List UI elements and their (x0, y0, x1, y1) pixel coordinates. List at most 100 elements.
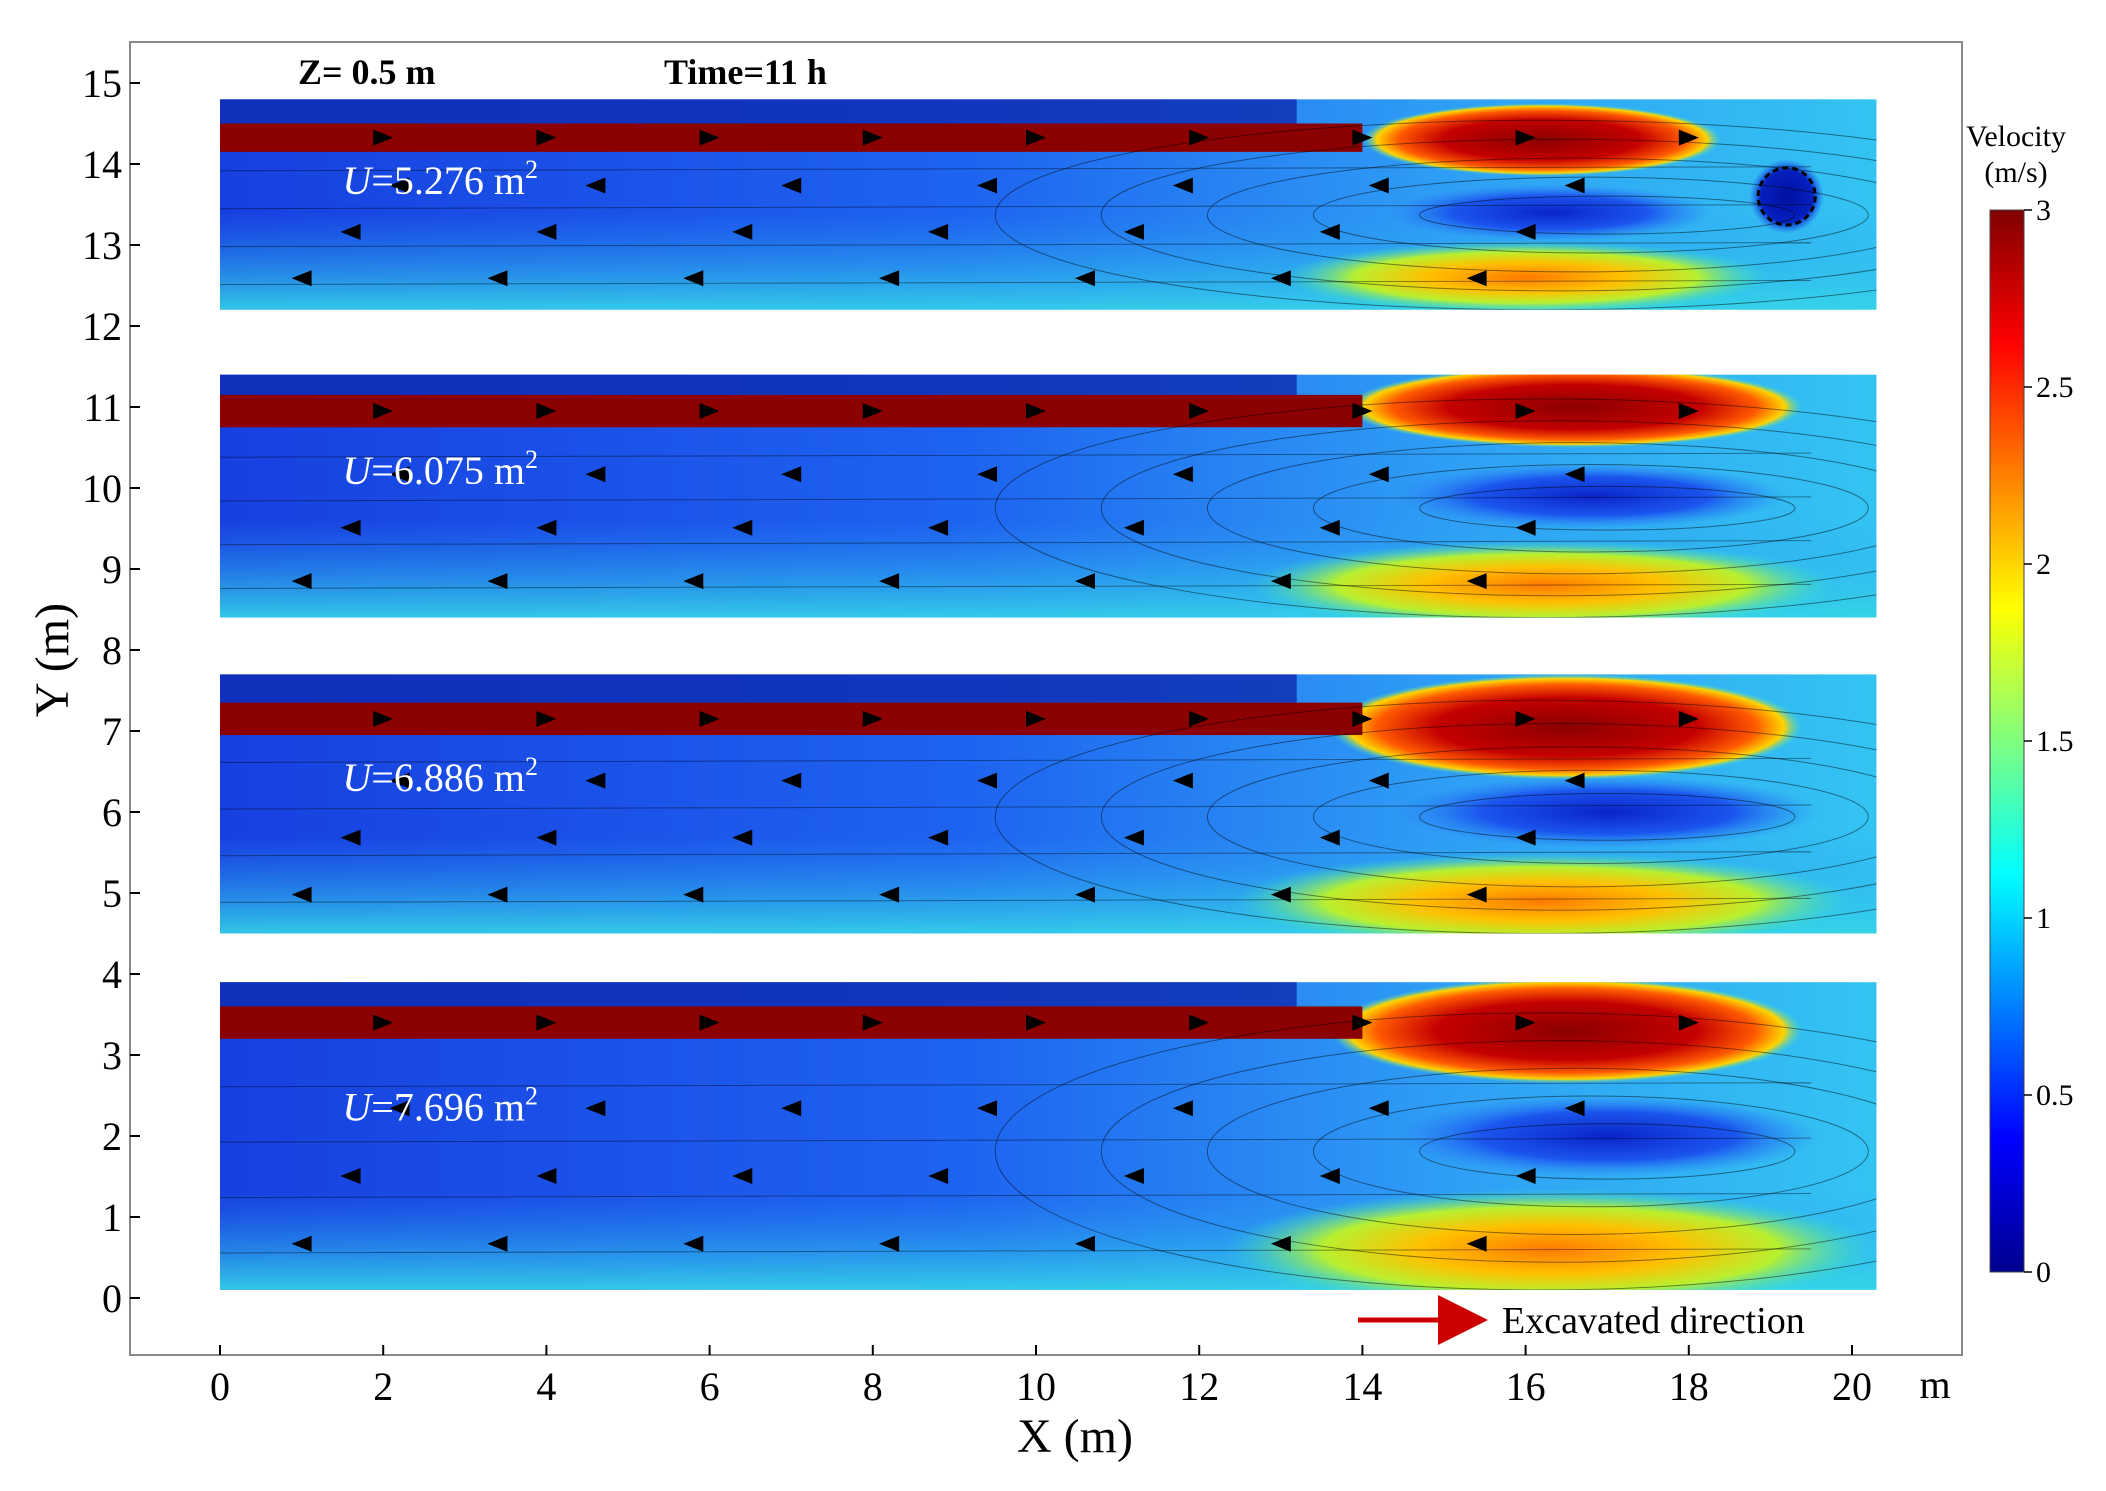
x-tick-label: 16 (1506, 1364, 1546, 1409)
plot-area-frame (129, 41, 1963, 1356)
y-tick-label: 11 (83, 385, 122, 430)
panel-label-value: =7.696 m (371, 1085, 525, 1130)
panel-label: U=6.886 m2 (342, 752, 538, 800)
panel-2: U=6.075 m2 (220, 374, 1877, 618)
x-tick-label: 8 (863, 1364, 883, 1409)
y-tick-label: 15 (82, 61, 122, 106)
panel-label-var: U (342, 158, 374, 203)
panel-low-velocity-zone (1395, 463, 1787, 529)
panel-label-exp: 2 (525, 445, 538, 474)
panel-top-strip (220, 674, 1297, 703)
y-tick-label: 10 (82, 466, 122, 511)
panel-label: U=6.075 m2 (342, 445, 538, 493)
colorbar-ticks: 0 0.5 1 1.5 2 2.5 3 (2024, 194, 2074, 1289)
panel-label-exp: 2 (525, 155, 538, 184)
colorbar-tick-label: 3 (2036, 194, 2051, 227)
panel-jet (220, 123, 1363, 152)
panel-jet (220, 1006, 1363, 1039)
x-tick-label: 18 (1669, 1364, 1709, 1409)
colorbar-tick-label: 2 (2036, 548, 2051, 581)
panel-high-velocity-zone (1329, 674, 1804, 780)
x-tick-label: 4 (536, 1364, 556, 1409)
colorbar-gradient (1989, 209, 2025, 1273)
panel-warm-zone (1223, 1188, 1877, 1290)
panel-4: U=7.696 m2 (220, 982, 1877, 1290)
panel-high-velocity-zone (1362, 103, 1722, 177)
y-axis-title: Y (m) (26, 603, 79, 717)
panel-low-velocity-zone (1395, 775, 1820, 849)
panel-top-strip (220, 374, 1297, 395)
x-axis-title: X (m) (1017, 1410, 1133, 1463)
y-tick-label: 1 (102, 1195, 122, 1240)
colorbar-title-line1: Velocity (1966, 120, 2066, 153)
panel-label-value: =6.075 m (371, 448, 525, 493)
panel-warm-zone (1248, 540, 1836, 618)
colorbar-tick-label: 1 (2036, 902, 2051, 935)
y-tick-label: 0 (102, 1276, 122, 1321)
x-tick-label: 14 (1342, 1364, 1382, 1409)
y-tick-label: 2 (102, 1114, 122, 1159)
panel-low-velocity-zone (1386, 184, 1714, 241)
colorbar-title-line2: (m/s) (1984, 156, 2047, 189)
panel-top-strip (220, 99, 1297, 124)
x-tick-label: 0 (210, 1364, 230, 1409)
panel-top-strip (220, 982, 1297, 1007)
depth-label: Z= 0.5 m (298, 52, 436, 92)
panel-eddy-ring (1756, 166, 1817, 227)
panel-jet (220, 702, 1363, 736)
y-tick-label: 12 (82, 304, 122, 349)
panel-warm-zone (1280, 240, 1771, 310)
panels-layer: U=5.276 m2U=6.075 m2U=6.886 m2U=7.696 m2 (220, 99, 1877, 1290)
panel-3: U=6.886 m2 (220, 674, 1877, 934)
y-tick-label: 13 (82, 223, 122, 268)
y-tick-label: 6 (102, 790, 122, 835)
panel-label-exp: 2 (525, 752, 538, 781)
panel-label: U=7.696 m2 (342, 1082, 538, 1130)
panel-label-value: =6.886 m (371, 755, 525, 800)
panel-warm-zone (1231, 852, 1852, 934)
panel-1: U=5.276 m2 (220, 99, 1877, 310)
y-tick-label: 3 (102, 1033, 122, 1078)
panel-label-var: U (342, 448, 374, 493)
x-tick-label: 10 (1016, 1364, 1056, 1409)
excavated-direction-annotation: Excavated direction (1358, 1295, 1805, 1345)
panel-eddy (1749, 159, 1824, 234)
panel-flow-arrows (291, 403, 1699, 590)
x-tick-label: 12 (1179, 1364, 1219, 1409)
panel-jet (220, 394, 1363, 428)
colorbar-tick-label: 0.5 (2036, 1079, 2074, 1112)
y-tick-label: 9 (102, 547, 122, 592)
x-tick-label: 6 (700, 1364, 720, 1409)
x-tick-label: 2 (373, 1364, 393, 1409)
x-tick-label: 20 (1832, 1364, 1872, 1409)
panel-streamlines (220, 398, 1877, 618)
y-tick-label: 14 (82, 142, 122, 187)
y-tick-label: 7 (102, 709, 122, 754)
panel-label-value: =5.276 m (371, 158, 525, 203)
y-tick-label: 8 (102, 628, 122, 673)
panel-high-velocity-zone (1329, 982, 1803, 1084)
panel-streamlines (220, 119, 1877, 310)
panel-flow-arrows (291, 1014, 1699, 1252)
panel-high-velocity-zone (1346, 374, 1803, 448)
panel-streamlines (220, 699, 1877, 934)
colorbar-tick-label: 2.5 (2036, 371, 2074, 404)
panel-label-var: U (342, 1085, 374, 1130)
x-axis: 0 2 4 6 8 10 12 14 16 18 20 (210, 1345, 1872, 1409)
panel-label-exp: 2 (525, 1082, 538, 1111)
x-axis-unit: m (1919, 1362, 1950, 1407)
y-tick-label: 4 (102, 952, 122, 997)
time-label: Time=11 h (664, 52, 827, 92)
panel-streamlines (220, 1012, 1877, 1290)
panel-flow-arrows (291, 129, 1699, 287)
panel-flow-arrows (291, 710, 1699, 903)
panel-label: U=5.276 m2 (342, 155, 538, 203)
excavated-direction-label: Excavated direction (1502, 1300, 1805, 1342)
panel-label-var: U (342, 755, 374, 800)
colorbar-tick-label: 0 (2036, 1256, 2051, 1289)
colorbar: Velocity (m/s) 0 0.5 1 1.5 2 2.5 3 (1966, 120, 2073, 1289)
colorbar-tick-label: 1.5 (2036, 725, 2074, 758)
panel-low-velocity-zone (1395, 1095, 1820, 1177)
